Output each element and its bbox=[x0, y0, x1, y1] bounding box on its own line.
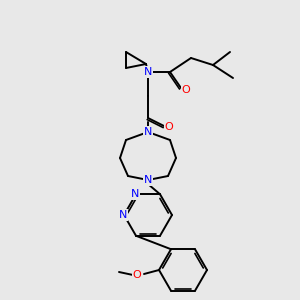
Text: N: N bbox=[144, 127, 152, 137]
Text: N: N bbox=[144, 175, 152, 185]
Text: O: O bbox=[165, 122, 173, 132]
Text: N: N bbox=[144, 67, 152, 77]
Text: N: N bbox=[131, 189, 139, 199]
Text: O: O bbox=[133, 270, 141, 280]
Text: O: O bbox=[182, 85, 190, 95]
Text: N: N bbox=[119, 210, 127, 220]
